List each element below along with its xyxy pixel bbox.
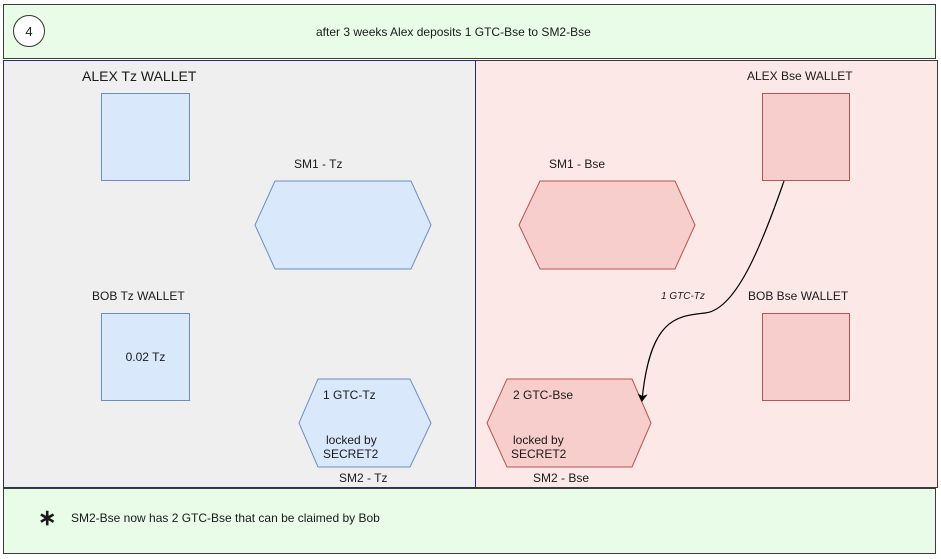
sm2-bse-secret: SECRET2	[511, 447, 567, 461]
bob-bse-wallet	[762, 313, 850, 401]
alex-tz-wallet-label: ALEX Tz WALLET	[82, 68, 197, 84]
footer-panel	[3, 488, 936, 554]
alex-tz-wallet	[101, 93, 190, 181]
sm1-tz-contract	[254, 180, 432, 270]
alex-bse-wallet	[762, 93, 850, 181]
sm2-bse-contract	[486, 378, 652, 468]
step-number-badge: 4	[13, 15, 45, 47]
sm2-tz-locked-text: locked by	[326, 433, 377, 447]
sm2-tz-amount: 1 GTC-Tz	[323, 388, 376, 402]
bob-tz-wallet-label: BOB Tz WALLET	[92, 289, 185, 303]
sm2-tz-label: SM2 - Tz	[339, 471, 388, 485]
sm1-bse-contract	[518, 180, 696, 270]
bob-tz-wallet: 0.02 Tz	[101, 313, 190, 401]
step-description: after 3 weeks Alex deposits 1 GTC-Bse to…	[316, 25, 591, 39]
transfer-arrow-label: 1 GTC-Tz	[661, 291, 705, 302]
asterisk-icon: ∗	[38, 505, 57, 530]
sm2-bse-amount: 2 GTC-Bse	[513, 388, 574, 402]
sm2-tz-secret: SECRET2	[323, 447, 379, 461]
transfer-arrow	[637, 180, 785, 402]
bob-bse-wallet-label: BOB Bse WALLET	[748, 289, 849, 303]
sm2-bse-locked-text: locked by	[513, 433, 564, 447]
footer-note: SM2-Bse now has 2 GTC-Bse that can be cl…	[71, 511, 380, 525]
sm2-tz-contract	[298, 378, 432, 468]
sm1-tz-label: SM1 - Tz	[294, 157, 343, 171]
header-panel	[3, 4, 936, 59]
bob-tz-wallet-balance: 0.02 Tz	[125, 350, 166, 364]
alex-bse-wallet-label: ALEX Bse WALLET	[747, 69, 853, 83]
sm2-bse-label: SM2 - Bse	[533, 471, 590, 485]
sm1-bse-label: SM1 - Bse	[549, 157, 606, 171]
